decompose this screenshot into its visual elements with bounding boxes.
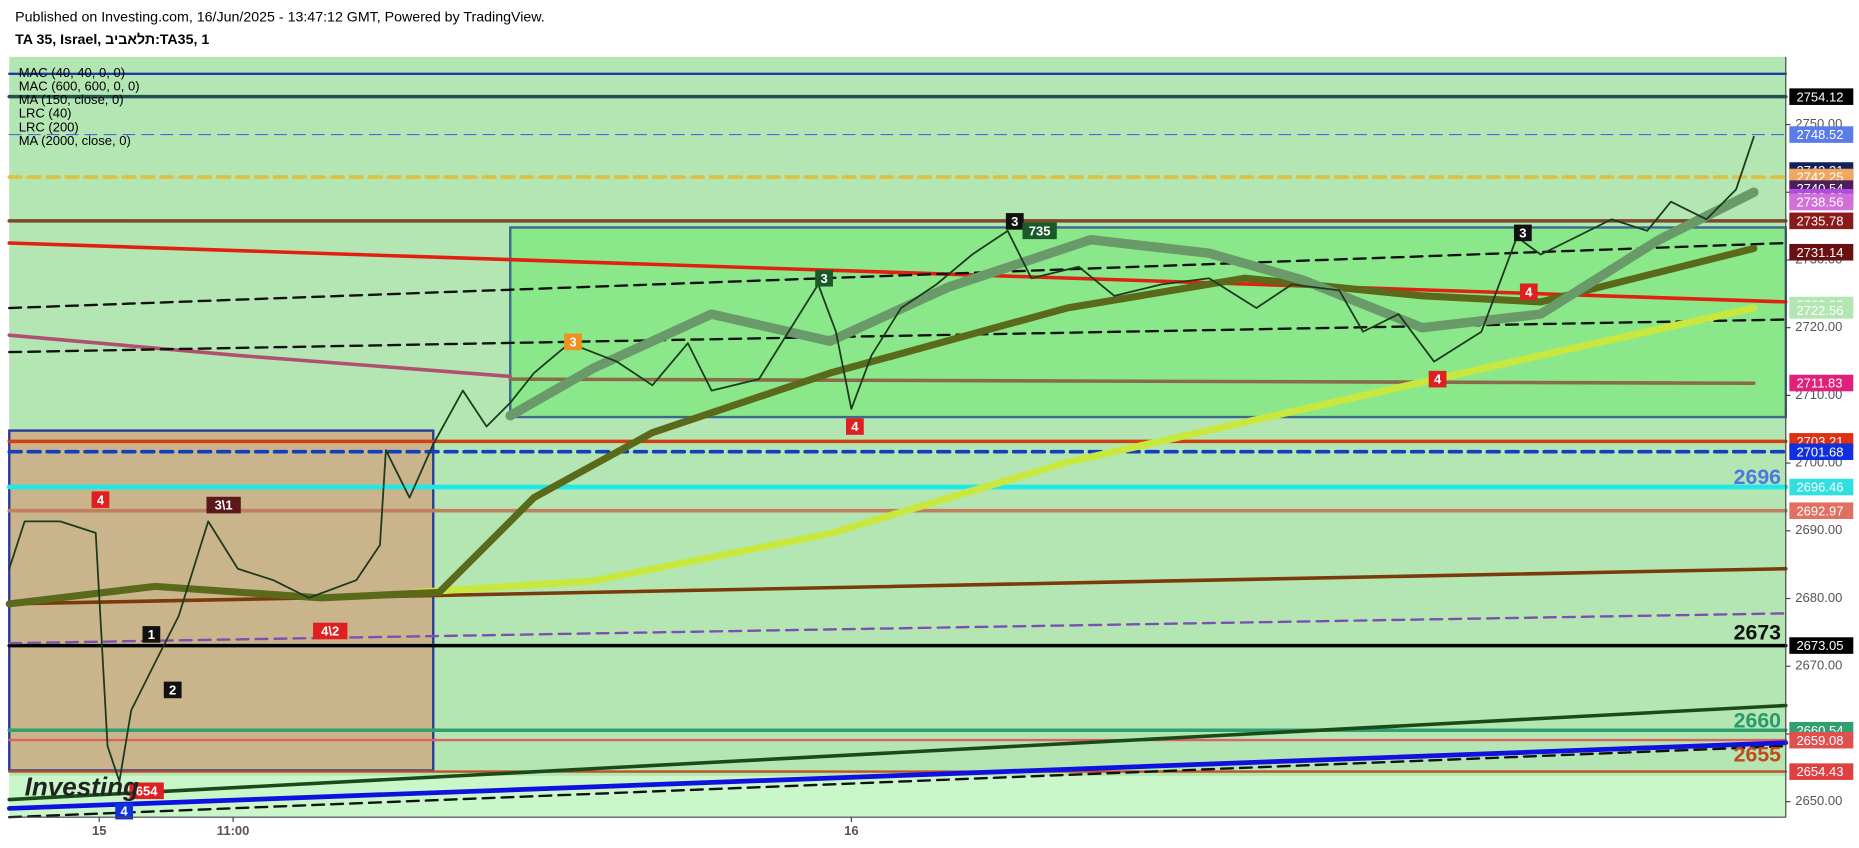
wave-label: 3 <box>1011 214 1018 229</box>
price-label: 2711.83 <box>1796 376 1842 391</box>
indicator-legend: LRC (200) <box>19 119 79 134</box>
price-label-box <box>1789 193 1854 211</box>
indicator-line <box>7 241 1788 304</box>
wave-label-box <box>1519 283 1538 301</box>
level-label: 2660 <box>1734 709 1781 733</box>
indicator-line <box>505 187 1759 421</box>
level-label: 2696 <box>1734 465 1782 489</box>
wave-label-box <box>115 802 134 820</box>
x-tick-label: 16 <box>844 823 858 838</box>
wave-label: 735 <box>1029 223 1051 238</box>
y-tick-label: 2680.00 <box>1795 590 1842 605</box>
price-label: 2754.12 <box>1796 89 1843 104</box>
indicator-legend: MAC (600, 600, 0, 0) <box>19 78 140 93</box>
wave-label: 4 <box>121 804 129 819</box>
indicator-line <box>8 318 1787 354</box>
price-label-box <box>1789 502 1854 519</box>
indicator-line <box>7 333 513 379</box>
indicator-legend: MA (150, close, 0) <box>19 92 124 107</box>
indicator-line <box>7 703 1788 802</box>
price-label: 2722.56 <box>1796 303 1843 318</box>
price-label-box <box>1789 763 1854 780</box>
indicator-legend: MA (2000, close, 0) <box>19 133 131 148</box>
price-label-box <box>1789 731 1854 749</box>
price-label: 2654.43 <box>1796 764 1843 779</box>
wave-label: 654 <box>136 783 158 798</box>
price-label-box <box>1789 443 1854 461</box>
wave-label-box <box>815 269 833 287</box>
price-label: 2748.52 <box>1796 127 1843 142</box>
watermark: Investing <box>25 772 139 802</box>
wave-label-box <box>1022 222 1057 240</box>
y-tick-label: 2650.00 <box>1795 793 1842 808</box>
indicator-line <box>508 377 1756 386</box>
published-note: Published on Investing.com, 16/Jun/2025 … <box>15 10 545 26</box>
wave-label: 3 <box>569 335 576 350</box>
price-label: 2692.97 <box>1796 503 1843 518</box>
wave-label-box <box>129 782 164 800</box>
level-label: 2655 <box>1734 743 1782 767</box>
price-label: 2673.05 <box>1796 638 1843 653</box>
wave-label: 4 <box>97 492 105 507</box>
wave-label-box <box>564 333 582 351</box>
wave-label-box <box>1428 370 1447 388</box>
wave-label: 4 <box>1434 372 1442 387</box>
indicator-legend: LRC (40) <box>19 106 72 121</box>
price-label: 2738.56 <box>1796 195 1843 210</box>
price-label: 2731.14 <box>1796 245 1843 260</box>
indicator-line <box>5 244 1758 608</box>
price-label: 2735.78 <box>1796 213 1843 228</box>
price-label-box <box>1789 243 1854 261</box>
wave-label: 4 <box>1525 284 1533 299</box>
wave-label-box <box>163 681 182 699</box>
wave-label-box <box>846 418 864 435</box>
level-label: 2673 <box>1734 621 1782 645</box>
wave-label-box <box>142 626 161 643</box>
wave-label-box <box>206 496 241 514</box>
wave-label-box <box>1513 224 1532 242</box>
y-tick-label: 2720.00 <box>1795 319 1842 334</box>
price-label-box <box>1789 212 1854 230</box>
wave-label-box <box>91 491 110 508</box>
y-tick-label: 2690.00 <box>1795 522 1842 537</box>
indicator-line <box>6 740 1789 811</box>
wave-label: 4\2 <box>321 624 339 639</box>
symbol-title: TA 35, Israel, תלאביב:TA35, 1 <box>15 32 209 48</box>
y-tick-label: 2670.00 <box>1795 658 1842 673</box>
wave-label: 2 <box>169 683 176 698</box>
price-label-box <box>1789 88 1854 105</box>
wave-label: 1 <box>148 627 155 642</box>
wave-label-box <box>313 622 348 640</box>
wave-label: 3\1 <box>215 498 233 513</box>
price-label-box <box>1789 478 1854 496</box>
price-label-box <box>1789 637 1854 654</box>
price-label: 2701.68 <box>1796 444 1843 459</box>
indicator-legend: MAC (40, 40, 0, 0) <box>19 65 125 80</box>
x-tick-label: 11:00 <box>217 823 250 838</box>
price-label: 2696.46 <box>1796 480 1843 495</box>
wave-label: 3 <box>820 271 827 286</box>
indicator-line <box>8 612 1787 645</box>
wave-label: 4 <box>851 419 859 434</box>
indicator-line <box>8 241 1787 310</box>
wave-label-box <box>1005 213 1024 230</box>
x-tick-label: 15 <box>92 823 106 838</box>
price-label-box <box>1789 374 1854 392</box>
price-label-box <box>1789 126 1854 143</box>
indicator-line <box>411 304 1758 596</box>
price-label: 2659.08 <box>1796 733 1843 748</box>
price-label-box <box>1789 302 1854 319</box>
indicator-line <box>8 744 1787 819</box>
wave-label: 3 <box>1519 226 1526 241</box>
